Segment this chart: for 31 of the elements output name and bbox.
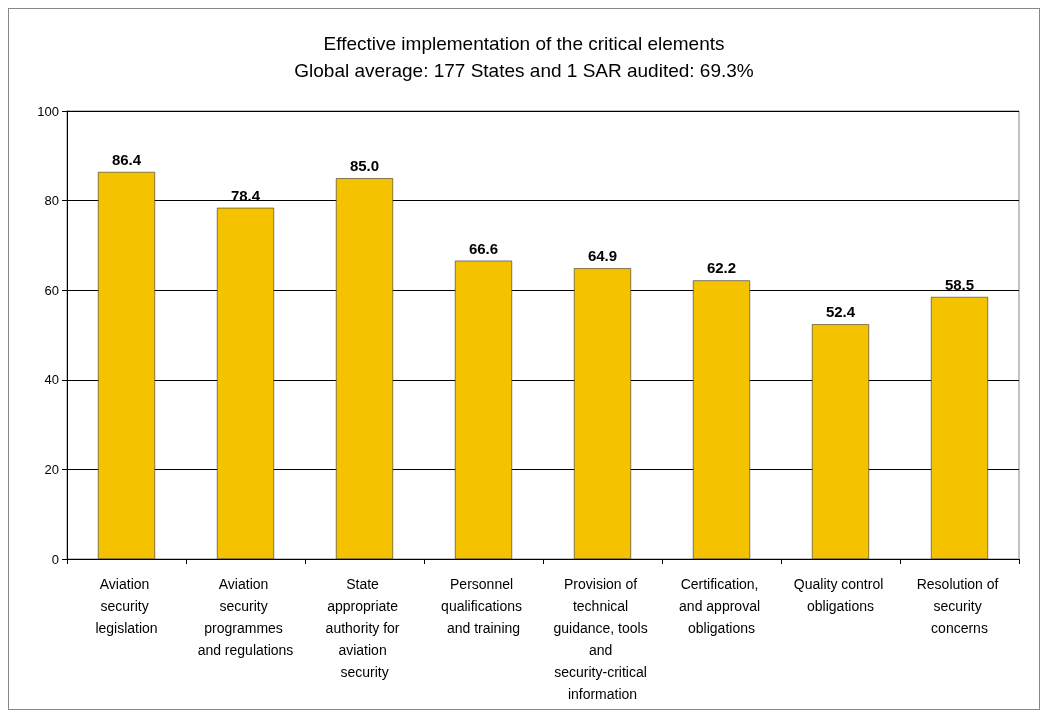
data-label: 64.9 [587, 247, 618, 265]
x-tick-label: Resolution of security concerns [916, 576, 1003, 636]
bar [692, 280, 751, 559]
x-tick-label: Aviation security programmes and regulations [197, 576, 294, 658]
x-tick-label: State appropriate authority for aviation security [325, 576, 404, 680]
data-label: 52.4 [825, 303, 856, 321]
bar [811, 324, 870, 559]
bar [97, 171, 156, 559]
x-tick-label: Provision of technical guidance, tools and security-critical information [553, 576, 652, 702]
x-tick-label: Certification, and approval obligations [679, 576, 764, 636]
chart-title: Effective implementation of the critical elements [323, 33, 725, 54]
bar [930, 296, 989, 559]
x-tick-label: Quality control obligations [793, 576, 888, 614]
bar [335, 178, 394, 559]
x-tick-label: Aviation security legislation [95, 576, 158, 636]
data-label: 85.0 [349, 157, 380, 175]
data-label: 66.6 [468, 239, 499, 257]
y-tick-label: 60 [44, 282, 59, 298]
bar [216, 207, 275, 559]
y-tick-label: 100 [37, 103, 59, 119]
y-tick-label: 0 [51, 551, 59, 567]
bar [573, 268, 632, 559]
data-label: 58.5 [944, 275, 975, 293]
chart-subtitle: Global average: 177 States and 1 SAR audited: 69.3% [294, 60, 754, 81]
bar [454, 260, 513, 559]
y-tick-label: 20 [44, 461, 59, 477]
data-label: 62.2 [706, 259, 737, 277]
y-tick-label: 80 [44, 193, 59, 209]
x-tick-label: Personnel qualifications and training [441, 576, 526, 636]
data-label: 86.4 [111, 150, 142, 168]
y-tick-label: 40 [44, 372, 59, 388]
